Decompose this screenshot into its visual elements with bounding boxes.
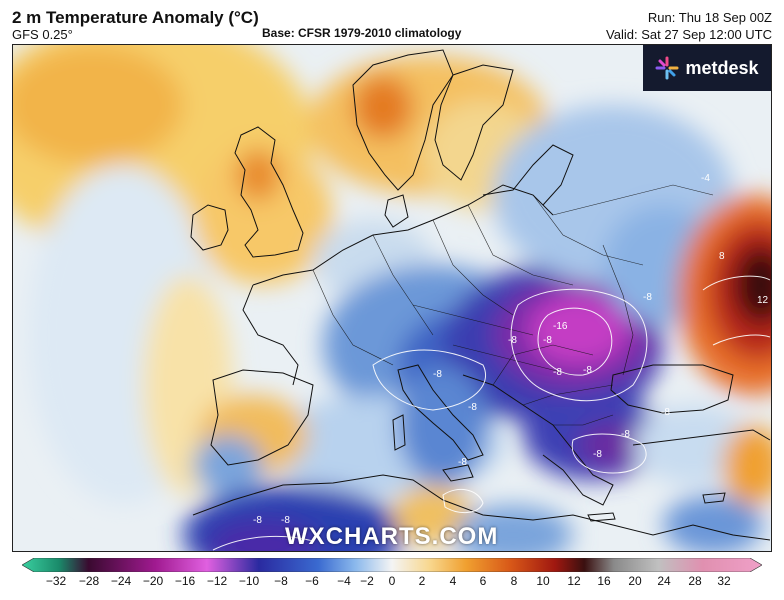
model-label: GFS 0.25° (12, 27, 73, 42)
anomaly-map[interactable]: -8 -8 -8 -16 -8 -8 -8 -8 -8 -8 -8 -8 -8 … (12, 44, 772, 552)
logo-text: metdesk (685, 57, 759, 78)
contour-label: -8 (433, 369, 442, 380)
contour-lines (212, 275, 771, 551)
colorbar-tick: 2 (418, 574, 426, 588)
contour-label: -8 (458, 457, 467, 468)
header: 2 m Temperature Anomaly (°C) GFS 0.25° B… (0, 0, 784, 44)
map-title: 2 m Temperature Anomaly (°C) (12, 8, 259, 27)
map-canvas: -8 -8 -8 -16 -8 -8 -8 -8 -8 -8 -8 -8 -8 … (13, 45, 771, 551)
contour-label: -8 (661, 407, 670, 418)
contour-label: -8 (583, 365, 592, 376)
contour-label: -8 (543, 335, 552, 346)
colorbar-tick: 12 (567, 574, 581, 588)
colorbar-tick: 32 (717, 574, 731, 588)
contour-label: -8 (621, 429, 630, 440)
contour-label: -4 (701, 173, 710, 184)
coastlines (190, 49, 771, 541)
valid-time: Valid: Sat 27 Sep 12:00 UTC (606, 27, 772, 42)
colorbar (22, 558, 762, 572)
colorbar-tick: −24 (110, 574, 132, 588)
colorbar-tick: −4 (337, 574, 351, 588)
contour-label: -8 (508, 335, 517, 346)
contour-label: -8 (593, 449, 602, 460)
colorbar-tick: 16 (597, 574, 611, 588)
colorbar-tick: 20 (628, 574, 642, 588)
colorbar-tick: −8 (274, 574, 288, 588)
colorbar-tick: 6 (479, 574, 487, 588)
colorbar-tick: 4 (449, 574, 457, 588)
country-borders (312, 184, 714, 426)
contour-label: 12 (757, 295, 769, 306)
colorbar-tick: 8 (510, 574, 518, 588)
colorbar-tick: −32 (45, 574, 67, 588)
metdesk-logo: metdesk (643, 45, 771, 91)
contour-label: -8 (281, 515, 290, 526)
colorbar-tick: −6 (305, 574, 319, 588)
colorbar-tick: 0 (388, 574, 396, 588)
climatology-base-label: Base: CFSR 1979-2010 climatology (262, 26, 462, 40)
colorbar-tick: 10 (536, 574, 550, 588)
watermark: WXCHARTS.COM (285, 523, 499, 550)
contour-label: -8 (553, 367, 562, 378)
colorbar-tick: −28 (78, 574, 100, 588)
contour-label: -8 (643, 292, 652, 303)
contour-label: -8 (253, 515, 262, 526)
contour-labels: -8 -8 -8 -16 -8 -8 -8 -8 -8 -8 -8 -8 -8 … (253, 173, 769, 526)
colorbar-tick: −20 (142, 574, 164, 588)
contour-label: -16 (553, 321, 568, 332)
colorbar-tick: −16 (174, 574, 196, 588)
colorbar-tick: 28 (688, 574, 702, 588)
colorbar-ticks: −32 −28 −24 −20 −16 −12 −10 −8 −6 −4 −2 … (0, 574, 784, 594)
contour-label: 8 (719, 251, 725, 262)
metdesk-star-icon (655, 56, 679, 80)
colorbar-tick: 24 (657, 574, 671, 588)
contour-label: -8 (468, 402, 477, 413)
anomaly-field (13, 45, 771, 551)
colorbar-tick: −2 (360, 574, 374, 588)
colorbar-tick: −10 (238, 574, 260, 588)
run-time: Run: Thu 18 Sep 00Z (647, 10, 772, 25)
colorbar-tick: −12 (206, 574, 228, 588)
